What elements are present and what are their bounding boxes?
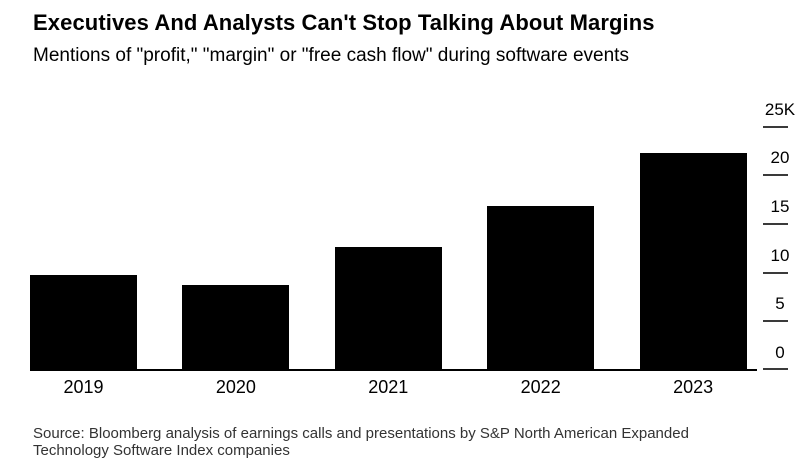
y-tick-dash-0 <box>763 368 788 370</box>
y-tick-label-5: 5 <box>775 294 785 314</box>
bar-2023 <box>639 153 747 370</box>
y-tick-dash-20 <box>763 174 788 177</box>
y-tick-label-20: 20 <box>770 148 790 168</box>
y-tick-dash-15 <box>763 223 788 226</box>
bar-2022 <box>487 205 595 370</box>
y-tick-label-25K: 25K <box>764 99 796 119</box>
y-tick-label-15: 15 <box>770 197 790 217</box>
x-axis-label-2019: 2019 <box>63 377 104 397</box>
bar-2020 <box>182 285 290 370</box>
chart-subtitle: Mentions of "profit," "margin" or "free … <box>33 45 629 66</box>
y-tick-dash-10 <box>763 271 788 274</box>
chart-title: Executives And Analysts Can't Stop Talki… <box>33 10 655 35</box>
source-note: Source: Bloomberg analysis of earnings c… <box>33 425 689 459</box>
bar-2021 <box>334 247 442 370</box>
x-axis-label-2022: 2022 <box>520 377 561 397</box>
y-tick-dash-25K <box>763 125 788 128</box>
bar-2019 <box>30 274 137 370</box>
y-tick-label-0: 0 <box>775 343 785 362</box>
y-tick-label-10: 10 <box>770 245 790 265</box>
x-axis-label-2023: 2023 <box>673 377 714 397</box>
x-axis-label-2020: 2020 <box>215 377 256 397</box>
y-tick-dash-5 <box>763 320 788 323</box>
x-axis-label-2021: 2021 <box>368 377 409 397</box>
x-axis-line <box>30 369 757 371</box>
